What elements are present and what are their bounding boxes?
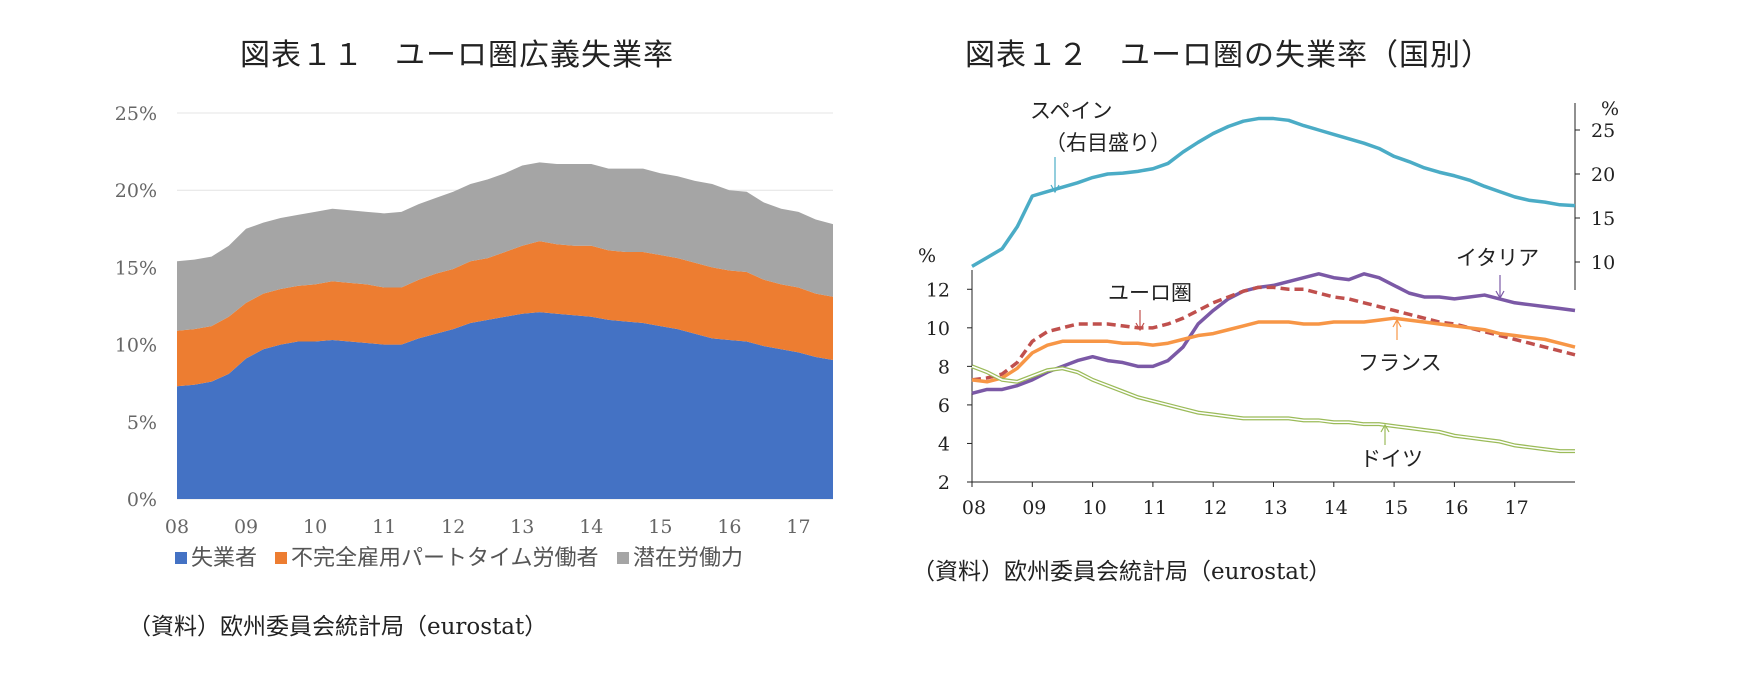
legend-swatch [175,552,187,564]
x-tick-label: 10 [1083,497,1107,519]
series-line [971,316,1576,384]
chart1-source: （資料）欧州委員会統計局（eurostat） [128,614,548,640]
x-tick-label: 09 [1022,497,1046,519]
chart1-area: 0% 5% 10% 15% 20% 25% 08 09 10 11 12 13 14 15 16 17 失業… [115,103,833,571]
x-tick-label: 13 [1263,497,1287,519]
chart2-line: 2 4 6 8 10 12% 10 15 20 25% 08 09 10 11 12 13 14 15 16 17 ス… [918,98,1619,519]
legend-label: 不完全雇用パートタイム労働者 [291,546,599,571]
x-tick-label: 09 [234,516,258,538]
y-right-tick-label: 20 [1591,164,1615,186]
series-label: スペイン [1030,99,1113,123]
x-tick-label: 08 [962,497,986,519]
y-left-unit: % [918,245,936,267]
series-line [971,116,1576,268]
area-series [177,241,833,387]
y-tick-label: 5% [127,412,157,434]
x-tick-label: 08 [165,516,189,538]
label-arrowhead [1392,318,1402,328]
x-tick-label: 14 [579,516,603,538]
label-arrowhead [1380,423,1390,433]
y-left-tick-label: 10 [926,318,950,340]
series-label: イタリア [1456,246,1539,270]
x-tick-label: 17 [786,516,810,538]
y-left-tick-label: 2 [938,472,950,494]
label-arrowhead [1135,322,1145,332]
x-tick-label: 12 [1203,497,1227,519]
series-line [971,272,1576,396]
x-tick-label: 15 [648,516,672,538]
x-tick-label: 10 [303,516,327,538]
chart2-title: 図表１２ ユーロ圏の失業率（国別） [965,38,1492,73]
y-tick-label: 20% [115,180,157,202]
series-line-outline [971,364,1575,454]
area-series [177,312,833,499]
y-tick-label: 25% [115,103,157,125]
legend-swatch [617,552,629,564]
y-left-tick-label: 4 [938,433,950,455]
label-arrowhead [1495,290,1505,300]
y-left-tick-label: 6 [938,395,950,417]
y-tick-label: 0% [127,489,157,511]
series-label: ユーロ圏 [1108,281,1192,305]
legend-label: 潜在労働力 [633,546,743,571]
x-tick-label: 11 [1143,497,1167,519]
x-tick-label: 17 [1505,497,1529,519]
y-right-tick-label: 10 [1591,252,1615,274]
chart2-source: （資料）欧州委員会統計局（eurostat） [912,559,1332,585]
y-left-tick-label: 8 [938,356,950,378]
label-arrowhead [1050,184,1060,194]
x-tick-label: 16 [1444,497,1468,519]
y-right-tick-label: 15 [1591,208,1615,230]
chart1-title: 図表１１ ユーロ圏広義失業率 [240,38,674,73]
series-line-inner [971,365,1575,452]
x-tick-label: 13 [510,516,534,538]
y-right-tick-label: 25 [1591,120,1615,142]
y-tick-label: 15% [115,257,157,279]
x-tick-label: 12 [441,516,465,538]
y-tick-label: 10% [115,335,157,357]
area-series [177,162,833,331]
series-label: ドイツ [1360,447,1423,471]
x-tick-label: 15 [1384,497,1408,519]
series-label-note: （右目盛り） [1045,131,1171,155]
series-label: フランス [1358,351,1442,375]
y-left-tick-label: 12 [926,279,950,301]
x-tick-label: 11 [372,516,396,538]
legend-swatch [275,552,287,564]
x-tick-label: 16 [717,516,741,538]
legend-label: 失業者 [191,546,257,571]
y-right-unit: % [1601,98,1619,120]
x-tick-label: 14 [1324,497,1348,519]
